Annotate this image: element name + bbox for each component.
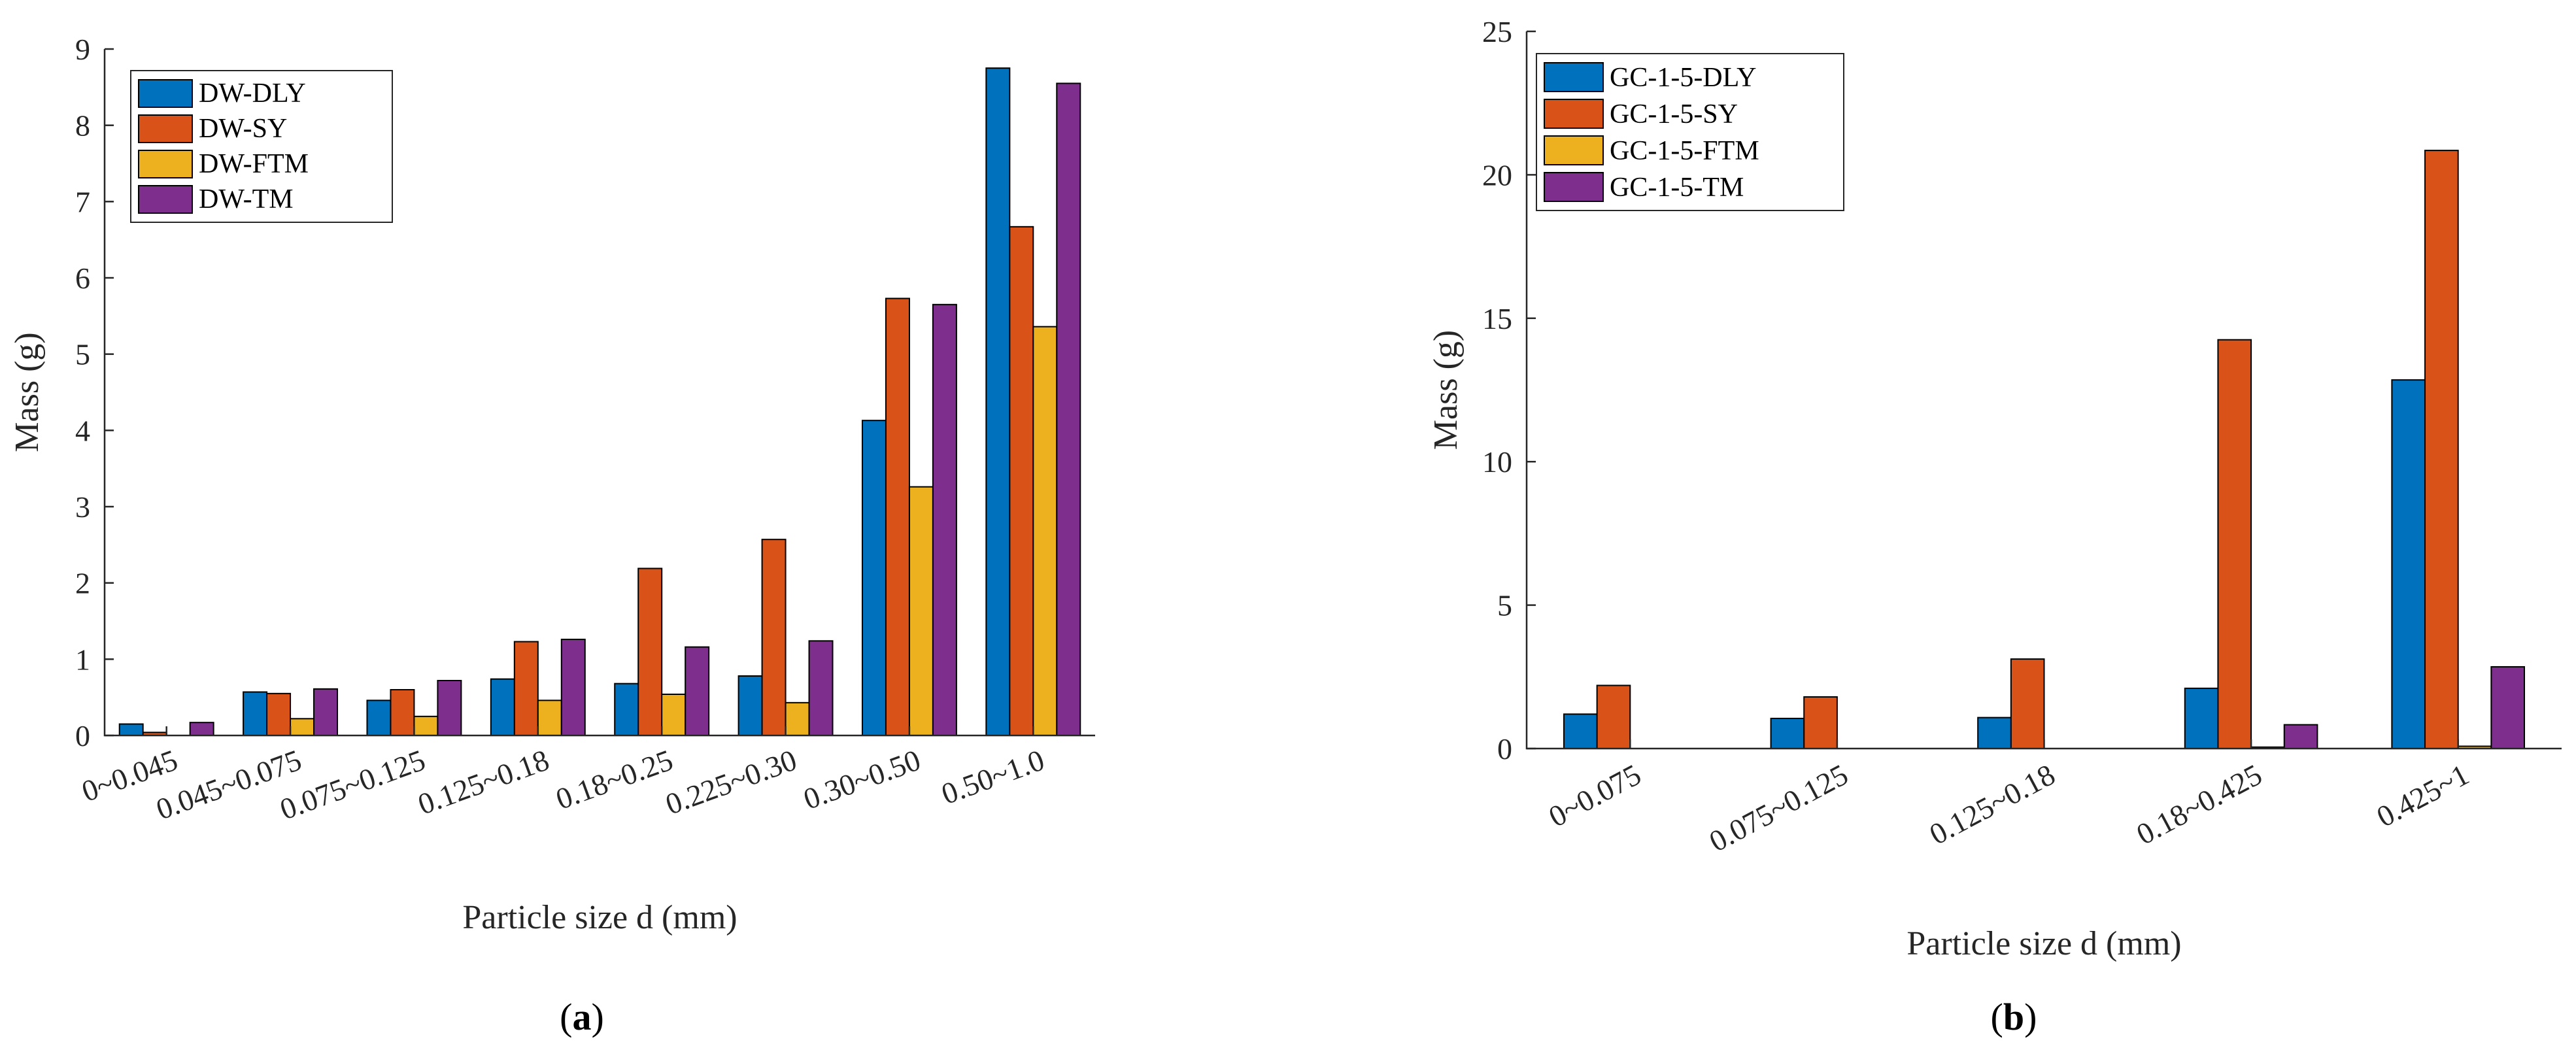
y-tick-label-a-7: 7 <box>75 185 90 218</box>
bar-a-dw-ftm-1 <box>290 718 315 736</box>
x-tick-label-b-3: 0.18~0.425 <box>2131 758 2267 851</box>
y-tick-label-b-5: 25 <box>1482 15 1512 48</box>
x-tick-label-a-6: 0.30~0.50 <box>799 743 924 816</box>
bar-b-gc-1-5-dly-1 <box>1770 717 1805 750</box>
caption-a: (a) <box>560 996 604 1038</box>
chart-b: 0 5 10 15 20 25 0~0.075 0.075~0.125 0.125~0.18 0.… <box>1427 15 2562 962</box>
y-tick-label-a-9: 9 <box>75 33 90 66</box>
legend-swatch-b-gc-1-5-tm <box>1544 172 1604 202</box>
legend-label-a-dw-sy: DW-SY <box>199 114 287 144</box>
y-tick-label-b-1: 5 <box>1497 589 1512 622</box>
legend-label-a-dw-tm: DW-TM <box>199 184 294 214</box>
y-tick-label-a-2: 2 <box>75 567 90 600</box>
chart-a: 01234567890~0.0450.045~0.0750.075~0.1250… <box>8 33 1095 936</box>
legend-label-b-gc-1-5-ftm: GC-1-5-FTM <box>1610 136 1759 166</box>
bar-a-dw-sy-4 <box>637 567 663 736</box>
bar-b-gc-1-5-sy-0 <box>1596 684 1631 749</box>
bar-a-dw-sy-7 <box>1009 226 1034 736</box>
bar-a-dw-ftm-2 <box>413 715 439 736</box>
bar-a-dw-tm-3 <box>560 639 586 736</box>
legend-swatch-a-dw-tm <box>138 185 193 214</box>
y-tick-label-b-4: 20 <box>1482 158 1512 192</box>
legend-label-b-gc-1-5-dly: GC-1-5-DLY <box>1610 63 1756 93</box>
bar-b-gc-1-5-sy-2 <box>2010 658 2045 750</box>
bar-a-dw-sy-6 <box>885 297 910 736</box>
bar-a-dw-dly-3 <box>490 678 515 737</box>
bar-b-gc-1-5-sy-4 <box>2424 150 2459 750</box>
bar-b-gc-1-5-tm-3 <box>2283 724 2318 749</box>
y-tick-label-a-5: 5 <box>75 338 90 371</box>
x-tick-label-b-2: 0.125~0.18 <box>1924 758 2060 851</box>
legend-label-b-gc-1-5-sy: GC-1-5-SY <box>1610 99 1738 129</box>
bar-a-dw-tm-5 <box>808 640 834 737</box>
bar-a-dw-dly-4 <box>614 683 639 737</box>
legend-label-b-gc-1-5-tm: GC-1-5-TM <box>1610 173 1744 203</box>
bar-a-dw-tm-1 <box>313 688 339 736</box>
bar-b-gc-1-5-dly-3 <box>2184 687 2219 749</box>
x-axis-title-b: Particle size d (mm) <box>1907 925 2181 962</box>
y-tick-label-a-3: 3 <box>75 490 90 524</box>
y-tick-label-a-4: 4 <box>75 414 90 447</box>
bar-a-dw-dly-6 <box>861 420 887 736</box>
legend-swatch-a-dw-ftm <box>138 150 193 178</box>
bar-b-gc-1-5-dly-4 <box>2391 379 2426 749</box>
y-tick-label-a-6: 6 <box>75 262 90 295</box>
bar-b-gc-1-5-tm-4 <box>2490 666 2526 749</box>
y-axis-title-b: Mass (g) <box>1427 330 1465 450</box>
legend-swatch-a-dw-sy <box>138 114 193 143</box>
bar-a-dw-tm-0 <box>189 722 214 737</box>
caption-b: (b) <box>1991 996 2037 1038</box>
bar-a-dw-ftm-7 <box>1032 326 1058 737</box>
bar-a-dw-tm-2 <box>437 680 462 736</box>
x-axis-title-a: Particle size d (mm) <box>462 899 737 936</box>
x-tick-label-b-4: 0.425~1 <box>2371 758 2475 834</box>
legend-swatch-b-gc-1-5-ftm <box>1544 135 1604 165</box>
x-tick-label-a-4: 0.18~0.25 <box>551 743 677 816</box>
bar-b-gc-1-5-sy-3 <box>2217 339 2252 749</box>
legend-label-a-dw-dly: DW-DLY <box>199 78 306 109</box>
bar-a-dw-dly-5 <box>737 675 763 736</box>
bar-a-dw-ftm-6 <box>908 486 934 736</box>
x-tick-label-a-7: 0.50~1.0 <box>937 743 1049 811</box>
bar-a-dw-dly-0 <box>118 723 144 736</box>
bar-a-dw-dly-2 <box>366 700 392 736</box>
y-tick-label-b-2: 10 <box>1482 445 1512 479</box>
bar-b-gc-1-5-sy-1 <box>1803 696 1838 750</box>
bar-a-dw-sy-3 <box>513 641 539 736</box>
x-tick-label-b-0: 0~0.075 <box>1543 758 1646 834</box>
legend-swatch-b-gc-1-5-sy <box>1544 99 1604 129</box>
legend-label-a-dw-ftm: DW-FTM <box>199 149 309 179</box>
y-tick-label-a-0: 0 <box>75 719 90 752</box>
y-axis-title-a: Mass (g) <box>8 332 46 452</box>
y-tick-label-b-0: 0 <box>1497 732 1512 766</box>
bar-a-dw-tm-4 <box>685 646 710 736</box>
x-tick-label-a-3: 0.125~0.18 <box>413 743 553 820</box>
bar-a-dw-sy-2 <box>390 689 415 736</box>
bar-a-dw-dly-7 <box>985 67 1011 737</box>
y-tick-label-b-3: 15 <box>1482 302 1512 335</box>
legend-swatch-b-gc-1-5-dly <box>1544 62 1604 92</box>
bar-a-dw-sy-1 <box>266 692 292 736</box>
legend-swatch-a-dw-dly <box>138 79 193 108</box>
bar-b-gc-1-5-dly-0 <box>1563 713 1598 749</box>
bar-a-dw-tm-6 <box>932 303 957 736</box>
bar-a-dw-ftm-5 <box>785 701 810 736</box>
x-tick-label-b-1: 0.075~0.125 <box>1704 758 1854 858</box>
bar-a-dw-dly-1 <box>243 691 268 736</box>
bar-a-dw-tm-7 <box>1056 82 1081 736</box>
bar-a-dw-ftm-4 <box>661 694 686 736</box>
x-tick-label-a-5: 0.225~0.30 <box>661 743 801 820</box>
y-tick-label-a-1: 1 <box>75 643 90 676</box>
bar-b-gc-1-5-dly-2 <box>1977 717 2012 749</box>
y-tick-label-a-8: 8 <box>75 109 90 143</box>
bar-a-dw-ftm-3 <box>537 700 562 736</box>
bar-a-dw-sy-5 <box>761 539 787 736</box>
